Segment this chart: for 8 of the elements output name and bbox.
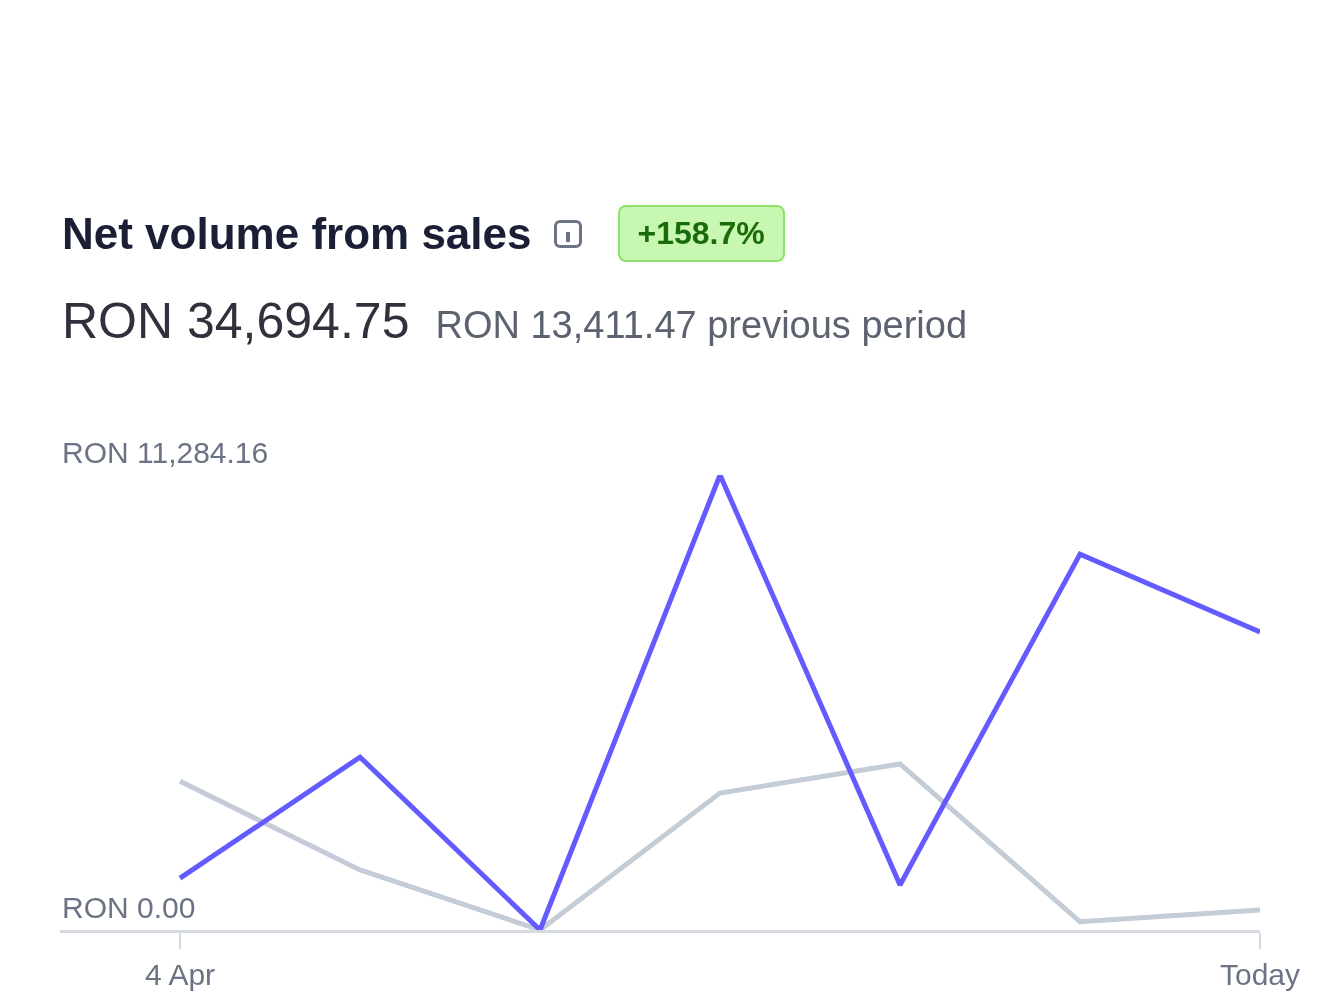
text: +158.7% xyxy=(617,205,785,262)
x-tick-label: 4 Apr xyxy=(145,958,216,991)
x-tick-label: Today xyxy=(1219,958,1301,991)
chart-title: Net volume from sales xyxy=(62,208,532,259)
text: RON 11,284.16 xyxy=(62,436,269,469)
text: RON 13,411.47 previous period xyxy=(435,304,968,347)
text: RON 34,694.75 xyxy=(62,292,410,350)
annotation: RON 0.00 xyxy=(62,891,196,924)
